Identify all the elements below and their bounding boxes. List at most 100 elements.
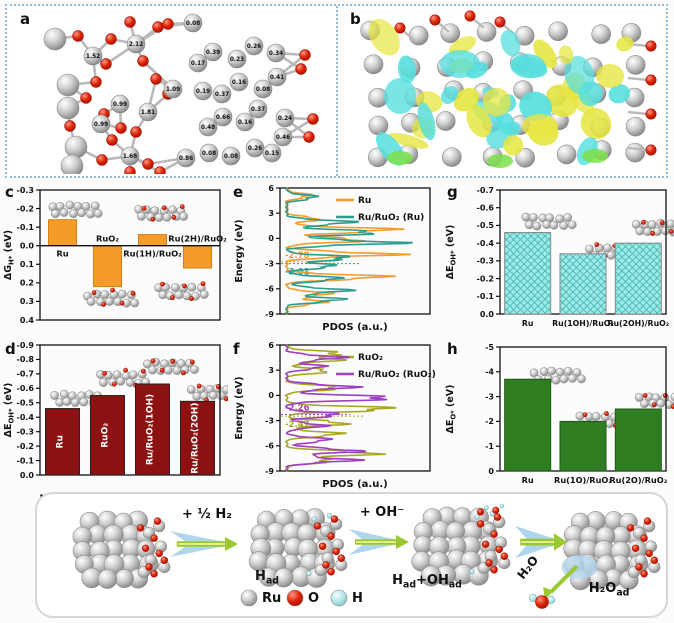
atom	[77, 208, 86, 218]
atom	[591, 24, 611, 44]
bar	[138, 234, 167, 247]
atom	[180, 370, 186, 376]
legend-label: Ru/RuO₂ (RuO₂)	[358, 370, 436, 380]
bar	[614, 242, 662, 315]
atom	[80, 92, 92, 104]
atom	[313, 522, 322, 530]
charge-isosurface-blob	[500, 30, 521, 57]
bader-charge-value: 1.09	[166, 87, 180, 93]
bader-charge-value: 0.23	[230, 57, 244, 63]
flow-arrow	[515, 525, 567, 559]
atom	[187, 282, 197, 292]
atom	[559, 374, 569, 384]
category-label: RuO₂	[101, 423, 111, 448]
ru-cluster	[72, 510, 171, 589]
atom	[154, 212, 164, 222]
atom	[474, 514, 480, 520]
atom	[188, 53, 208, 73]
atom	[529, 368, 539, 378]
atom	[591, 412, 601, 421]
atom	[172, 366, 182, 375]
atom	[60, 154, 84, 174]
dband-annotation: -2.78	[285, 251, 310, 261]
atom	[484, 505, 489, 511]
y-axis-title: ΔEO* (eV)	[445, 384, 458, 433]
atom	[240, 589, 258, 607]
atom	[420, 565, 442, 587]
atom	[306, 570, 312, 577]
panel-i-mechanism: + ½ H₂ + OH⁻ Had Had+OHad H₂Oad H₂O Ru O H	[35, 492, 668, 618]
category-label: Ru(1H)/RuO₂	[123, 249, 182, 259]
bader-charge-value: 1.81	[141, 110, 155, 116]
atom	[182, 291, 192, 301]
atom	[625, 142, 645, 163]
atom	[223, 396, 228, 402]
pdos-curve	[284, 344, 397, 472]
atom	[162, 212, 172, 222]
y-tick-label: -0.2	[17, 442, 35, 451]
bader-charge-value: 0.15	[265, 151, 279, 157]
atom	[499, 503, 505, 509]
atom	[105, 297, 114, 306]
bader-charge-value: 0.19	[196, 89, 210, 95]
y-tick-label: -1	[485, 442, 494, 451]
bar	[45, 408, 80, 476]
y-tick-label: -2	[485, 417, 494, 426]
bond	[627, 146, 649, 152]
category-label: Ru/RuO₂(1OH)	[146, 394, 156, 465]
y-tick-label: 6	[268, 184, 274, 193]
atom	[150, 206, 160, 216]
atom	[563, 366, 573, 376]
charge-isosurface-blob	[582, 149, 608, 163]
category-label: RuO₂	[96, 234, 119, 244]
ru-cluster	[561, 511, 661, 591]
bader-charge-value: 0.16	[238, 120, 252, 126]
molecule-inset	[48, 200, 103, 219]
y-tick-label: 3	[268, 366, 274, 375]
y-tick-label: -0.4	[477, 239, 495, 248]
atom	[136, 211, 146, 221]
bader-charge-value: 0.48	[201, 125, 215, 131]
atom	[500, 552, 508, 560]
atom	[192, 391, 202, 401]
atom	[548, 21, 568, 42]
atom	[604, 411, 609, 416]
atom	[193, 81, 213, 101]
bar	[93, 245, 122, 288]
atom	[150, 570, 158, 578]
atom	[198, 117, 218, 137]
bar	[183, 245, 212, 269]
y-axis-title: ΔEOH* (eV)	[445, 225, 458, 280]
atom	[43, 27, 67, 51]
chart-svg-g: -0.7 -0.6 -0.5 -0.4 -0.3 -0.2 -0.1 0.0 Ru Ru(1OH)…	[445, 186, 674, 328]
category-label: Ru(2O)/RuO₂	[609, 475, 667, 485]
atom	[235, 112, 255, 132]
atom	[493, 513, 502, 521]
atom	[227, 49, 247, 69]
y-tick-label: -0.1	[477, 292, 495, 301]
atom	[102, 370, 108, 376]
legend-species-label: O	[308, 591, 319, 606]
atom	[262, 143, 282, 163]
atom	[213, 107, 233, 127]
atom	[179, 212, 188, 221]
chart-c-dG-H: -0.3 -0.2 -0.1 0.0 0.1 0.2 0.3 0.4 Ru RuO₂ Ru(1H)/…	[0, 180, 228, 337]
atom	[200, 281, 206, 287]
bar	[180, 400, 215, 476]
atom	[650, 556, 658, 564]
bar	[614, 408, 662, 472]
charge-isosurface-blob	[564, 55, 595, 95]
atom	[116, 376, 126, 386]
bader-charge-value: 0.39	[206, 50, 220, 56]
atom	[91, 114, 111, 134]
y-tick-label: -0.3	[17, 427, 35, 436]
structure-b-svg	[360, 10, 657, 168]
atom	[136, 524, 145, 532]
charge-isosurface-blob	[522, 114, 558, 138]
molecule-inset	[634, 392, 674, 409]
atom	[575, 411, 585, 421]
bader-charge-value: 0.41	[270, 75, 284, 81]
molecule-inset	[82, 287, 140, 308]
dband-annotation: -2.26	[285, 403, 310, 413]
atom	[413, 535, 432, 555]
